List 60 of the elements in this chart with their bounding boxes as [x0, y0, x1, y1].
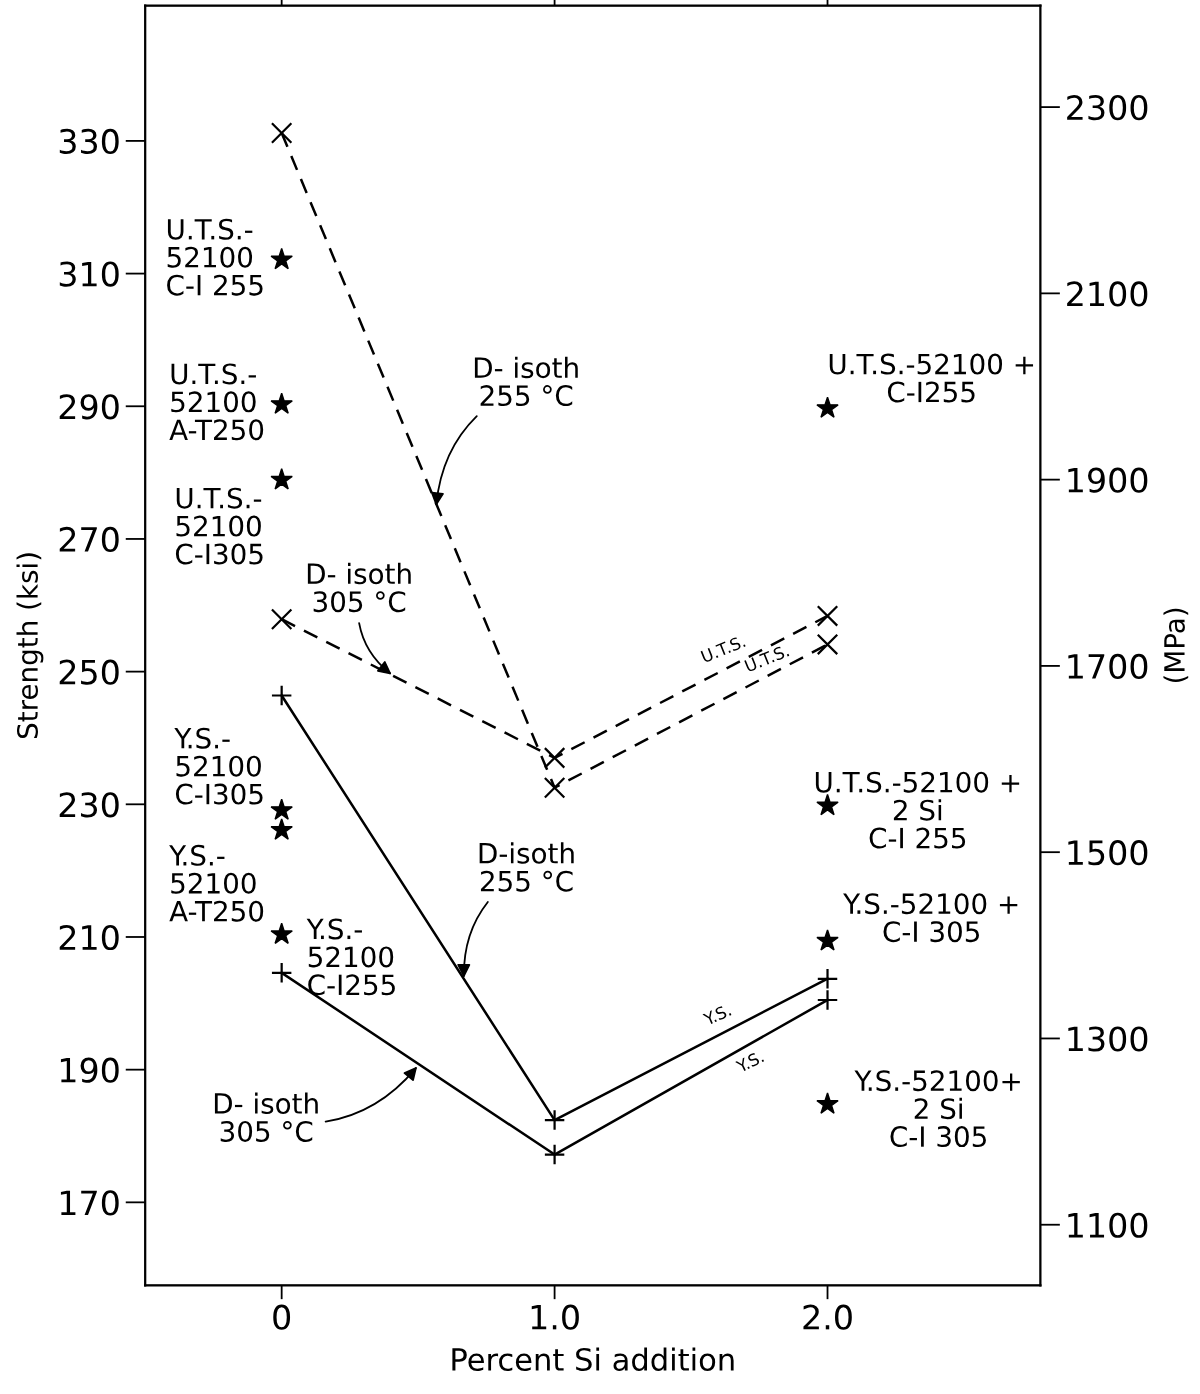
annotation: U.T.S. [700, 634, 746, 663]
y-tick-label: 250 [59, 659, 119, 685]
y-tick-label: 210 [59, 924, 119, 951]
y-tick-label: 330 [59, 128, 119, 155]
annotation: Y.S. [735, 1050, 765, 1074]
annotation: U.T.S.-52100 + 2 Si C-I 255 [815, 771, 1020, 849]
point [270, 684, 293, 707]
y2-tick-label: 1100 [1068, 1212, 1148, 1238]
point [270, 798, 293, 820]
point [270, 392, 293, 414]
x-tick-label: 2.0 [803, 1304, 852, 1330]
point [816, 929, 839, 951]
point [270, 608, 293, 631]
y-tick-label: 270 [59, 526, 119, 553]
annotation: Y.S. [702, 1003, 732, 1026]
point [270, 922, 293, 945]
x-axis-title: Percent Si addition [452, 1347, 734, 1372]
y-tick-label: 290 [59, 394, 119, 420]
annotation: Y.S.-52100 + C-I 305 [843, 893, 1018, 943]
point [270, 122, 293, 144]
point [270, 247, 293, 270]
y2-tick-label: 1300 [1068, 1026, 1148, 1052]
annotation: U.T.S.- 52100 C-I305 [175, 487, 263, 565]
annotation: Y.S.- 52100 C-I255 [306, 918, 395, 996]
annotation: U.T.S.- 52100 C-I 255 [167, 218, 263, 296]
point [543, 1109, 566, 1131]
y2-tick-label: 1900 [1068, 467, 1148, 493]
point [816, 793, 839, 816]
y2-tick-label: 2100 [1067, 281, 1148, 307]
annotation: D- isoth 255 °C [474, 356, 578, 407]
point [816, 396, 839, 418]
y2-tick-label: 1500 [1068, 840, 1148, 866]
point [543, 747, 566, 769]
point [816, 633, 839, 656]
point [543, 1143, 566, 1166]
annotation: U.T.S.- 52100 A-T250 [169, 363, 264, 441]
x-tick-label: 1.0 [531, 1304, 579, 1330]
point [270, 961, 293, 984]
point [270, 818, 293, 840]
annotation: U.T.S.-52100 + C-I255 [829, 353, 1034, 403]
point [816, 967, 839, 990]
annotation: Y.S.-52100+ 2 Si C-I 305 [854, 1070, 1020, 1148]
y2-tick-label: 1700 [1068, 653, 1148, 680]
y-tick-label: 170 [60, 1190, 119, 1216]
annotation: D- isoth 305 °C [214, 1092, 318, 1142]
y-axis-title: Strength (ksi) [16, 553, 44, 739]
annotation: D- isoth 305 °C [307, 562, 411, 613]
point [270, 468, 293, 490]
point [543, 776, 566, 799]
annotation: D-isoth 255 °C [479, 842, 574, 892]
annotation: Y.S.- 52100 A-T250 [169, 844, 264, 922]
x-tick-label: 0 [273, 1304, 291, 1330]
point [816, 1092, 839, 1114]
y-tick-label: 190 [60, 1057, 119, 1083]
y2-axis-title: (MPa) [1163, 608, 1189, 683]
y-tick-label: 310 [59, 261, 119, 287]
y2-tick-label: 2300 [1067, 95, 1148, 121]
point [816, 605, 839, 627]
annotation: Y.S.- 52100 C-I305 [174, 727, 263, 805]
y-tick-label: 230 [59, 792, 119, 818]
